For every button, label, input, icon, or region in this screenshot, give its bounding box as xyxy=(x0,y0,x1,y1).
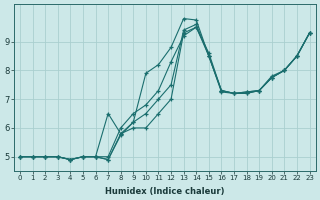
X-axis label: Humidex (Indice chaleur): Humidex (Indice chaleur) xyxy=(105,187,225,196)
